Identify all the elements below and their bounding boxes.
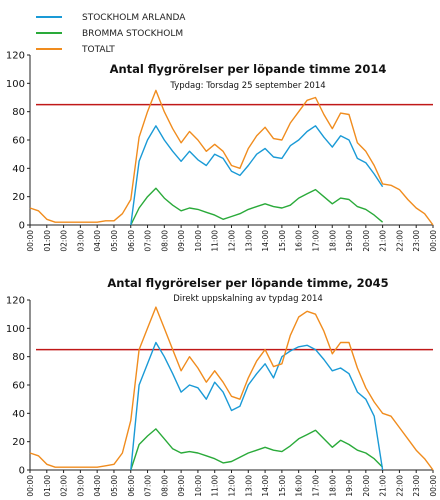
x-tick-label: 05:00 <box>110 475 119 497</box>
y-tick-label: 0 <box>19 221 25 232</box>
y-tick-label: 120 <box>6 296 25 307</box>
x-tick-label: 16:00 <box>295 230 304 252</box>
x-tick-label: 20:00 <box>362 230 371 252</box>
x-tick-label: 06:00 <box>127 230 136 252</box>
x-tick-label: 15:00 <box>278 475 287 497</box>
y-tick-label: 60 <box>12 136 25 147</box>
y-tick-label: 120 <box>6 51 25 62</box>
series-line-bromma-stockholm <box>130 428 384 471</box>
x-tick-label: 14:00 <box>261 230 270 252</box>
chart-subtitle: Direkt uppskalning av typdag 2014 <box>173 294 323 304</box>
x-tick-label: 18:00 <box>328 230 337 252</box>
x-tick-label: 03:00 <box>76 230 85 252</box>
x-tick-label: 17:00 <box>311 230 320 252</box>
legend: STOCKHOLM ARLANDA BROMMA STOCKHOLM TOTAL… <box>36 13 186 55</box>
x-tick-label: 01:00 <box>43 475 52 497</box>
x-tick-label: 15:00 <box>278 230 287 252</box>
x-tick-label: 02:00 <box>60 230 69 252</box>
series-line-totalt <box>29 89 434 226</box>
chart-subtitle: Typdag: Torsdag 25 september 2014 <box>169 81 325 91</box>
y-tick-label: 40 <box>12 164 25 175</box>
series-line-totalt <box>29 306 434 471</box>
legend-label-totalt: TOTALT <box>81 45 115 55</box>
x-tick-label: 11:00 <box>211 475 220 497</box>
x-tick-label: 19:00 <box>345 475 354 497</box>
y-tick-label: 20 <box>12 437 25 448</box>
x-tick-label: 23:00 <box>412 475 421 497</box>
x-tick-label: 13:00 <box>244 230 253 252</box>
x-tick-label: 09:00 <box>177 230 186 252</box>
x-tick-label: 13:00 <box>244 475 253 497</box>
y-tick-label: 100 <box>6 79 25 90</box>
series-line-stockholm-arlanda <box>130 341 384 471</box>
x-tick-label: 09:00 <box>177 475 186 497</box>
x-tick-label: 22:00 <box>395 475 404 497</box>
chart-title: Antal flygrörelser per löpande timme, 20… <box>107 276 388 290</box>
x-tick-label: 12:00 <box>228 475 237 497</box>
x-tick-label: 05:00 <box>110 230 119 252</box>
x-tick-label: 10:00 <box>194 475 203 497</box>
x-tick-label: 11:00 <box>211 230 220 252</box>
x-tick-label: 08:00 <box>160 230 169 252</box>
chart-title: Antal flygrörelser per löpande timme 201… <box>110 62 387 76</box>
chart-2014: Antal flygrörelser per löpande timme 201… <box>6 51 438 252</box>
x-tick-label: 07:00 <box>144 475 153 497</box>
y-tick-label: 20 <box>12 192 25 203</box>
x-tick-label: 08:00 <box>160 475 169 497</box>
x-tick-label: 00:00 <box>429 475 438 497</box>
x-tick-label: 04:00 <box>93 475 102 497</box>
legend-label-arlanda: STOCKHOLM ARLANDA <box>82 13 186 23</box>
x-tick-label: 00:00 <box>26 475 35 497</box>
x-tick-label: 01:00 <box>43 230 52 252</box>
y-tick-label: 100 <box>6 324 25 335</box>
x-tick-label: 10:00 <box>194 230 203 252</box>
x-tick-label: 16:00 <box>295 475 304 497</box>
x-tick-label: 02:00 <box>60 475 69 497</box>
x-tick-label: 06:00 <box>127 475 136 497</box>
x-tick-label: 00:00 <box>26 230 35 252</box>
x-tick-label: 17:00 <box>311 475 320 497</box>
x-tick-label: 18:00 <box>328 475 337 497</box>
x-tick-label: 23:00 <box>412 230 421 252</box>
chart-2045: Antal flygrörelser per löpande timme, 20… <box>6 276 438 497</box>
y-tick-label: 40 <box>12 409 25 420</box>
y-tick-label: 60 <box>12 381 25 392</box>
legend-label-bromma: BROMMA STOCKHOLM <box>82 29 183 39</box>
x-tick-label: 07:00 <box>144 230 153 252</box>
x-tick-label: 03:00 <box>76 475 85 497</box>
x-tick-label: 00:00 <box>429 230 438 252</box>
y-tick-label: 0 <box>19 466 25 477</box>
series-line-stockholm-arlanda <box>130 125 384 226</box>
y-tick-label: 80 <box>12 352 25 363</box>
y-tick-label: 80 <box>12 107 25 118</box>
x-tick-label: 20:00 <box>362 475 371 497</box>
x-tick-label: 21:00 <box>379 475 388 497</box>
x-tick-label: 04:00 <box>93 230 102 252</box>
x-tick-label: 14:00 <box>261 475 270 497</box>
x-tick-label: 19:00 <box>345 230 354 252</box>
x-tick-label: 21:00 <box>379 230 388 252</box>
x-tick-label: 22:00 <box>395 230 404 252</box>
series-line-bromma-stockholm <box>130 187 384 226</box>
x-tick-label: 12:00 <box>228 230 237 252</box>
